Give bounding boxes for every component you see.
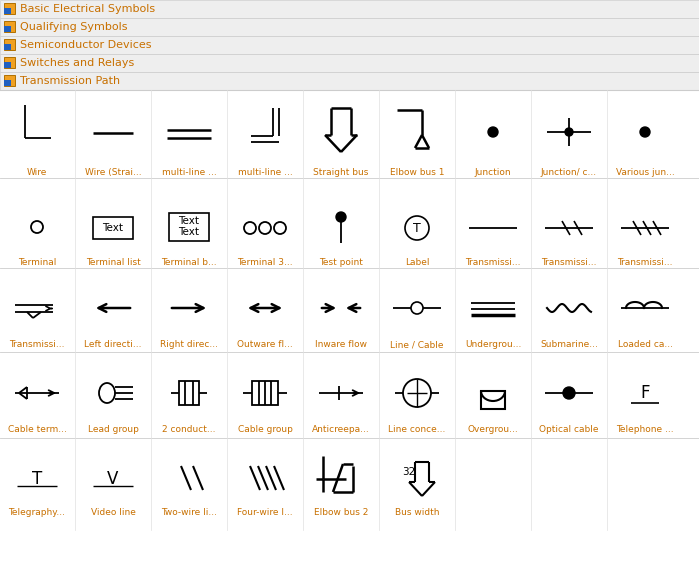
Text: V: V [108,470,119,488]
Bar [0,18,699,36]
Text: Two-wire li...: Two-wire li... [161,508,217,517]
Text: Outware fl...: Outware fl... [237,340,293,349]
Text: Undergrou...: Undergrou... [465,340,521,349]
Text: Optical cable: Optical cable [539,425,599,434]
Bar [481,391,505,409]
Circle shape [563,387,575,399]
Text: Transmissi...: Transmissi... [541,258,597,267]
Text: multi-line ...: multi-line ... [238,168,292,177]
Circle shape [405,216,429,240]
Circle shape [31,221,43,233]
Text: multi-line ...: multi-line ... [161,168,217,177]
Text: T: T [413,221,421,235]
Text: F: F [640,384,650,402]
Bar [93,217,133,239]
Bar [4,3,15,14]
Text: Text: Text [178,227,199,237]
Text: 2 conduct...: 2 conduct... [162,425,216,434]
Text: Inware flow: Inware flow [315,340,367,349]
Text: Elbow bus 1: Elbow bus 1 [390,168,445,177]
Bar [4,75,15,86]
Text: Loaded ca...: Loaded ca... [617,340,672,349]
Text: Four-wire l...: Four-wire l... [237,508,293,517]
Text: Junction/ c...: Junction/ c... [541,168,597,177]
Text: Text: Text [103,223,124,233]
Bar [0,72,699,90]
Text: Transmissi...: Transmissi... [617,258,672,267]
Text: Line conce...: Line conce... [389,425,446,434]
Text: Lead group: Lead group [87,425,138,434]
Bar [0,54,699,72]
Text: Transmissi...: Transmissi... [9,340,65,349]
Text: Submarine...: Submarine... [540,340,598,349]
Text: Wire: Wire [27,168,48,177]
Text: T: T [32,470,42,488]
Text: Straight bus: Straight bus [313,168,368,177]
Text: Various jun...: Various jun... [616,168,675,177]
Bar [169,213,209,241]
Bar [4,26,11,32]
Text: Elbow bus 2: Elbow bus 2 [314,508,368,517]
Text: Cable group: Cable group [238,425,292,434]
Text: Cable term...: Cable term... [8,425,66,434]
Text: Video line: Video line [91,508,136,517]
Bar [179,381,199,405]
Bar [252,381,278,405]
Text: Overgrou...: Overgrou... [468,425,519,434]
Text: Wire (Strai...: Wire (Strai... [85,168,141,177]
Text: Junction: Junction [475,168,511,177]
Text: Telegraphy...: Telegraphy... [8,508,66,517]
Bar [4,44,11,50]
Circle shape [274,222,286,234]
Text: Terminal list: Terminal list [85,258,140,267]
Bar [4,39,15,50]
Bar [4,8,11,14]
Circle shape [640,127,650,137]
Text: Transmission Path: Transmission Path [20,76,120,86]
Text: Label: Label [405,258,429,267]
Text: Switches and Relays: Switches and Relays [20,58,134,68]
Circle shape [403,379,431,407]
Bar [4,62,11,68]
Circle shape [336,212,346,222]
Text: Transmissi...: Transmissi... [466,258,521,267]
Bar [4,21,15,32]
Text: Telephone ...: Telephone ... [617,425,674,434]
Bar [0,36,699,54]
Text: Semiconductor Devices: Semiconductor Devices [20,40,152,50]
Text: Terminal 3...: Terminal 3... [237,258,293,267]
Text: Line / Cable: Line / Cable [390,340,444,349]
Text: Text: Text [178,216,199,226]
Text: Right direc...: Right direc... [160,340,218,349]
Text: Terminal: Terminal [17,258,56,267]
Bar [0,0,699,18]
Circle shape [411,302,423,314]
Bar [4,57,15,68]
Text: Left directi...: Left directi... [85,340,142,349]
Circle shape [565,128,573,136]
Text: Terminal b...: Terminal b... [161,258,217,267]
Text: Qualifying Symbols: Qualifying Symbols [20,22,127,32]
Text: Basic Electrical Symbols: Basic Electrical Symbols [20,4,155,14]
Circle shape [244,222,256,234]
Text: Test point: Test point [319,258,363,267]
Circle shape [259,222,271,234]
Text: 32: 32 [403,467,416,477]
Bar [4,80,11,86]
Circle shape [488,127,498,137]
Text: Anticreepa...: Anticreepa... [312,425,370,434]
Text: Bus width: Bus width [395,508,439,517]
